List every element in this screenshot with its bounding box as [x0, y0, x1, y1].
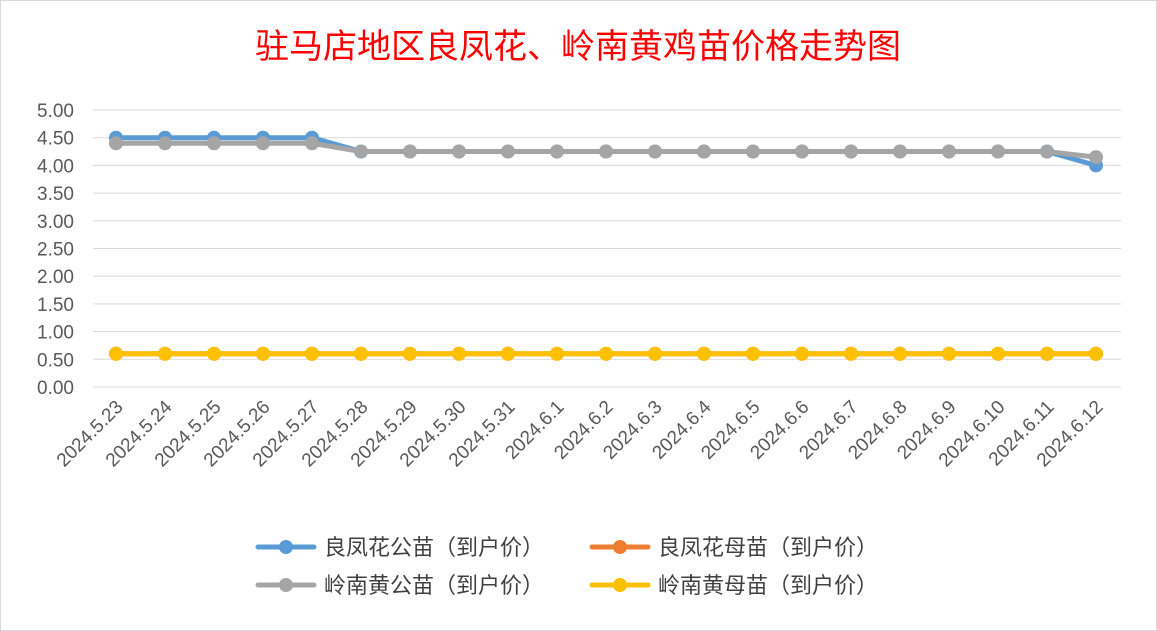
data-point [305, 136, 319, 151]
data-point [1089, 150, 1103, 165]
data-point [697, 346, 711, 361]
y-tick-label: 5.00 [37, 101, 74, 122]
data-point [550, 346, 564, 361]
data-point [452, 346, 466, 361]
y-tick-label: 0.50 [37, 350, 74, 371]
data-point [403, 346, 417, 361]
data-point [746, 346, 760, 361]
legend-item: 良凤花公苗（到户价） [255, 536, 544, 561]
data-point [354, 346, 368, 361]
y-tick-label: 4.50 [37, 129, 74, 150]
data-point [305, 346, 319, 361]
data-point [158, 346, 172, 361]
data-point [893, 144, 907, 159]
data-point [452, 144, 466, 159]
data-point [599, 144, 613, 159]
series-lines [109, 130, 1103, 361]
data-point [844, 144, 858, 159]
y-tick-label: 2.00 [37, 267, 74, 288]
legend-label: 岭南黄公苗（到户价） [324, 574, 544, 599]
data-point [795, 144, 809, 159]
legend-swatch-marker [613, 578, 627, 592]
data-point [550, 144, 564, 159]
data-point [844, 346, 858, 361]
data-point [648, 144, 662, 159]
y-tick-label: 0.00 [37, 378, 74, 399]
legend-label: 良凤花母苗（到户价） [658, 536, 878, 561]
data-point [158, 136, 172, 151]
data-point [501, 346, 515, 361]
series [109, 136, 1103, 165]
data-point [893, 346, 907, 361]
legend-swatch-marker [613, 540, 627, 554]
data-point [256, 136, 270, 151]
data-point [942, 346, 956, 361]
data-point [1040, 346, 1054, 361]
legend-swatch-marker [279, 540, 293, 554]
data-point [795, 346, 809, 361]
data-point [942, 144, 956, 159]
data-point [256, 346, 270, 361]
data-point [501, 144, 515, 159]
y-tick-label: 1.50 [37, 295, 74, 316]
chart-title: 驻马店地区良凤花、岭南黄鸡苗价格走势图 [255, 27, 901, 67]
data-point [403, 144, 417, 159]
data-point [207, 346, 221, 361]
data-point [991, 346, 1005, 361]
y-axis-ticks: 0.00 0.50 1.00 1.50 2.00 2.50 3.00 3.50 4.00 4.50… [37, 101, 74, 399]
data-point [207, 136, 221, 151]
legend-item: 岭南黄母苗（到户价） [589, 574, 878, 599]
y-tick-label: 3.00 [37, 212, 74, 233]
y-tick-label: 2.50 [37, 240, 74, 261]
data-point [599, 346, 613, 361]
legend: 良凤花公苗（到户价） 良凤花母苗（到户价） 岭南黄公苗（到户价） 岭南黄母苗（到户价） [255, 536, 878, 599]
data-point [991, 144, 1005, 159]
legend-swatch-marker [279, 578, 293, 592]
data-point [746, 144, 760, 159]
y-tick-label: 3.50 [37, 184, 74, 205]
data-point [109, 346, 123, 361]
data-point [109, 136, 123, 151]
data-point [697, 144, 711, 159]
legend-item: 良凤花母苗（到户价） [589, 536, 878, 561]
series [109, 346, 1103, 361]
data-point [1089, 346, 1103, 361]
legend-label: 岭南黄母苗（到户价） [658, 574, 878, 599]
data-point [648, 346, 662, 361]
legend-label: 良凤花公苗（到户价） [324, 536, 544, 561]
y-tick-label: 1.00 [37, 323, 74, 344]
legend-item: 岭南黄公苗（到户价） [255, 574, 544, 599]
data-point [354, 144, 368, 159]
data-point [1040, 144, 1054, 159]
y-tick-label: 4.00 [37, 156, 74, 177]
